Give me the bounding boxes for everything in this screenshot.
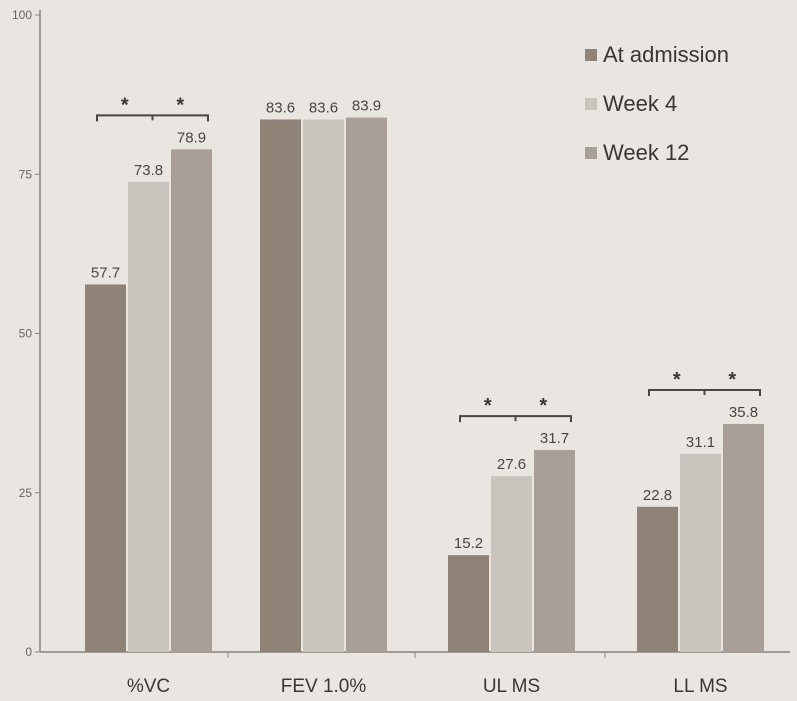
significance-star: * <box>728 369 736 391</box>
legend-swatch <box>585 49 597 61</box>
bar <box>346 117 387 652</box>
bar <box>448 555 489 652</box>
significance-bracket <box>648 388 761 396</box>
significance-star: * <box>673 369 681 391</box>
bar <box>491 476 532 652</box>
bar <box>303 119 344 652</box>
data-label: 22.8 <box>643 487 672 504</box>
legend-swatch <box>585 98 597 110</box>
data-label: 27.6 <box>497 456 526 473</box>
x-tick-label: %VC <box>127 676 170 697</box>
y-tick-label: 100 <box>12 8 32 22</box>
data-label: 78.9 <box>177 129 206 146</box>
bar <box>171 149 212 653</box>
bar <box>534 450 575 652</box>
data-label: 83.6 <box>309 99 338 116</box>
legend-swatch <box>585 147 597 159</box>
significance-star: * <box>121 94 129 116</box>
x-tick-label: FEV 1.0% <box>281 676 367 697</box>
legend-label: At admission <box>603 42 729 67</box>
data-label: 83.6 <box>266 99 295 116</box>
y-tick-label: 0 <box>25 645 32 659</box>
data-label: 73.8 <box>134 162 163 179</box>
data-label: 15.2 <box>454 535 483 552</box>
bar <box>85 284 126 652</box>
x-tick-label: LL MS <box>673 676 727 697</box>
significance-bracket <box>96 114 209 122</box>
bar <box>128 181 169 653</box>
data-label: 35.8 <box>729 404 758 421</box>
data-label: 31.7 <box>540 430 569 447</box>
x-tick-label: UL MS <box>483 676 540 697</box>
bar <box>680 453 721 652</box>
bar <box>260 119 301 652</box>
legend-label: Week 12 <box>603 140 689 165</box>
significance-star: * <box>484 395 492 417</box>
significance-bracket <box>459 415 572 423</box>
significance-star: * <box>539 395 547 417</box>
significance-star: * <box>176 94 184 116</box>
y-tick-label: 50 <box>19 327 33 341</box>
legend-label: Week 4 <box>603 91 677 116</box>
data-label: 83.9 <box>352 98 381 115</box>
y-tick-label: 75 <box>19 167 33 181</box>
y-tick-label: 25 <box>19 486 33 500</box>
bar <box>723 423 764 652</box>
data-label: 31.1 <box>686 434 715 451</box>
bar <box>637 506 678 652</box>
data-label: 57.7 <box>91 264 120 281</box>
